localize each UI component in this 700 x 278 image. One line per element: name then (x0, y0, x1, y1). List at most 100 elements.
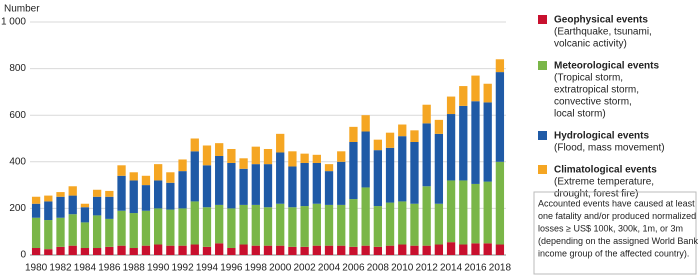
bar-segment (129, 248, 138, 255)
bar-segment (459, 180, 468, 245)
bar-segment (422, 245, 431, 255)
x-tick-label: 2008 (367, 263, 390, 274)
bar-segment (92, 189, 102, 197)
bar-segment (141, 175, 151, 186)
bar-segment (471, 183, 480, 244)
x-tick-label: 2018 (489, 263, 512, 274)
bar-segment (495, 72, 505, 162)
bar-segment (288, 207, 297, 247)
bar-segment (129, 172, 138, 181)
bar-segment (251, 146, 260, 165)
bar-segment (324, 171, 334, 205)
bar-segment (398, 136, 407, 202)
bar-segment (227, 208, 236, 249)
bar-segment (154, 164, 163, 181)
bar-segment (422, 123, 431, 187)
bar-segment (361, 115, 370, 132)
bar-segment (398, 124, 407, 137)
bar-segment (44, 249, 53, 255)
bar-segment (92, 215, 102, 249)
bar-segment (471, 101, 480, 184)
bar-segment (227, 148, 236, 163)
bar-segment (92, 196, 102, 216)
bar-segment (410, 141, 419, 204)
y-tick-label: 600 (9, 110, 26, 121)
bar-segment (324, 164, 334, 172)
legend-description: (Tropical storm, (554, 73, 623, 84)
bar-segment (105, 196, 114, 219)
bar-segment (337, 245, 346, 255)
bar-segment (239, 158, 248, 169)
bar-segment (56, 246, 65, 255)
x-tick-label: 2002 (293, 263, 316, 274)
bar-segment (68, 214, 77, 246)
bar-segment (312, 245, 321, 255)
bar-segment (117, 175, 126, 211)
bar-segment (56, 196, 65, 218)
legend-swatch (538, 15, 547, 24)
bar-segment (178, 171, 187, 209)
bar-segment (459, 105, 468, 181)
x-tick-label: 2004 (318, 263, 341, 274)
bar-segment (263, 245, 273, 255)
bar-segment (31, 196, 41, 204)
bar-segment (202, 207, 212, 247)
legend-description: extratropical storm, (554, 85, 639, 96)
bar-segment (80, 207, 90, 223)
x-tick-label: 1984 (74, 263, 97, 274)
bar-segment (349, 246, 358, 255)
bar-segment (312, 203, 321, 246)
bar-segment (398, 244, 407, 255)
x-tick-label: 2000 (269, 263, 292, 274)
bar-segment (361, 131, 370, 188)
note-box (533, 191, 697, 275)
bar-segment (434, 244, 444, 255)
bar-segment (80, 248, 90, 255)
legend-description: (Flood, mass movement) (554, 143, 665, 154)
bar-segment (373, 150, 382, 207)
bar-segment (202, 165, 212, 208)
x-tick-label: 1986 (98, 263, 121, 274)
bar-segment (300, 162, 309, 207)
legend-description: (Extreme temperature, (554, 177, 654, 188)
x-tick-label: 2016 (464, 263, 487, 274)
bar-segment (31, 248, 41, 255)
bar-segment (349, 141, 358, 200)
y-tick-label: 200 (9, 203, 26, 214)
x-tick-label: 2006 (342, 263, 365, 274)
bar-segment (117, 165, 126, 176)
legend-swatch (538, 131, 547, 140)
bar-segment (190, 151, 199, 202)
legend-swatch (538, 61, 547, 70)
bar-segment (385, 202, 395, 246)
bar-segment (44, 201, 53, 221)
bar-segment (495, 161, 505, 245)
bar-segment (459, 86, 468, 106)
bar-segment (129, 213, 138, 249)
bar-segment (68, 186, 77, 196)
x-tick-label: 1988 (123, 263, 146, 274)
bar-segment (190, 244, 199, 255)
bar-segment (361, 245, 370, 255)
note: Accounted events have caused at least (538, 198, 695, 208)
bar-segment (385, 132, 395, 148)
bar-segment (215, 243, 224, 255)
bar-segment (215, 143, 224, 156)
bar-segment (68, 195, 77, 215)
x-tick-label: 2012 (416, 263, 439, 274)
x-tick-label: 1992 (171, 263, 194, 274)
bar-segment (239, 244, 248, 255)
legend-description: (Earthquake, tsunami, (554, 27, 652, 38)
bar-segment (300, 206, 309, 247)
bar-segment (276, 245, 285, 255)
bar-segment (178, 159, 187, 172)
bar-segment (312, 154, 321, 163)
x-tick-label: 1980 (25, 263, 48, 274)
bar-segment (446, 180, 456, 243)
bar-segment (263, 148, 273, 165)
legend-description: volcanic activity) (554, 39, 627, 50)
x-tick-label: 1998 (245, 263, 268, 274)
bar-segment (300, 246, 309, 255)
bar-segment (56, 192, 65, 197)
bar-segment (373, 139, 382, 151)
